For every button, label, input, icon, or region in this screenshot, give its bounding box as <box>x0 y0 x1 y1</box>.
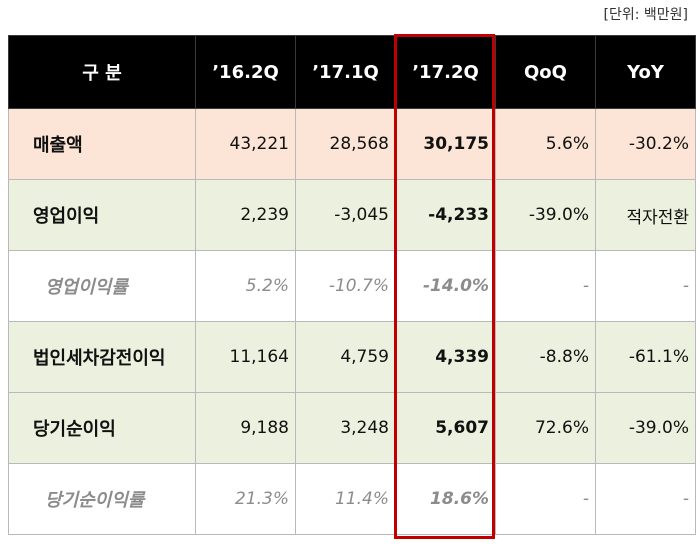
table-row: 영업이익률 5.2% -10.7% -14.0% - - <box>8 250 696 322</box>
row-label: 매출액 <box>8 108 196 180</box>
table-row: 당기순이익 9,188 3,248 5,607 72.6% -39.0% <box>8 392 696 464</box>
cell-16-2q: 2,239 <box>195 179 296 251</box>
table-row: 당기순이익률 21.3% 11.4% 18.6% - - <box>8 463 696 535</box>
cell-qoq: - <box>495 463 596 535</box>
cell-17-1q: -3,045 <box>295 179 396 251</box>
table-row: 영업이익 2,239 -3,045 -4,233 -39.0% 적자전환 <box>8 179 696 251</box>
cell-yoy: -39.0% <box>595 392 696 464</box>
header-qoq: QoQ <box>495 35 596 109</box>
table-header-row: 구 분 ’16.2Q ’17.1Q ’17.2Q QoQ YoY <box>8 35 696 109</box>
cell-yoy: -61.1% <box>595 321 696 393</box>
row-label: 영업이익 <box>8 179 196 251</box>
cell-17-1q: -10.7% <box>295 250 396 322</box>
cell-16-2q: 11,164 <box>195 321 296 393</box>
cell-17-1q: 11.4% <box>295 463 396 535</box>
cell-16-2q: 5.2% <box>195 250 296 322</box>
cell-yoy: -30.2% <box>595 108 696 180</box>
cell-16-2q: 21.3% <box>195 463 296 535</box>
row-label: 당기순이익률 <box>8 463 196 535</box>
cell-qoq: 5.6% <box>495 108 596 180</box>
cell-17-2q: 4,339 <box>395 321 496 393</box>
cell-yoy: 적자전환 <box>595 179 696 251</box>
row-label: 법인세차감전이익 <box>8 321 196 393</box>
cell-yoy: - <box>595 250 696 322</box>
unit-note: [단위: 백만원] <box>603 7 689 23</box>
cell-qoq: 72.6% <box>495 392 596 464</box>
cell-17-1q: 28,568 <box>295 108 396 180</box>
table-row: 매출액 43,221 28,568 30,175 5.6% -30.2% <box>8 108 696 180</box>
financial-summary-table: 구 분 ’16.2Q ’17.1Q ’17.2Q QoQ YoY 매출액 43,… <box>8 35 696 535</box>
row-label: 당기순이익 <box>8 392 196 464</box>
cell-17-2q: -4,233 <box>395 179 496 251</box>
cell-qoq: -39.0% <box>495 179 596 251</box>
cell-17-2q: 18.6% <box>395 463 496 535</box>
cell-qoq: -8.8% <box>495 321 596 393</box>
header-17-2q: ’17.2Q <box>395 35 496 109</box>
row-label: 영업이익률 <box>8 250 196 322</box>
cell-16-2q: 43,221 <box>195 108 296 180</box>
header-category: 구 분 <box>8 35 196 109</box>
cell-16-2q: 9,188 <box>195 392 296 464</box>
header-16-2q: ’16.2Q <box>195 35 296 109</box>
header-17-1q: ’17.1Q <box>295 35 396 109</box>
table-row: 법인세차감전이익 11,164 4,759 4,339 -8.8% -61.1% <box>8 321 696 393</box>
cell-yoy: - <box>595 463 696 535</box>
cell-17-2q: -14.0% <box>395 250 496 322</box>
cell-17-1q: 4,759 <box>295 321 396 393</box>
header-yoy: YoY <box>595 35 696 109</box>
cell-17-1q: 3,248 <box>295 392 396 464</box>
cell-17-2q: 30,175 <box>395 108 496 180</box>
cell-qoq: - <box>495 250 596 322</box>
cell-17-2q: 5,607 <box>395 392 496 464</box>
